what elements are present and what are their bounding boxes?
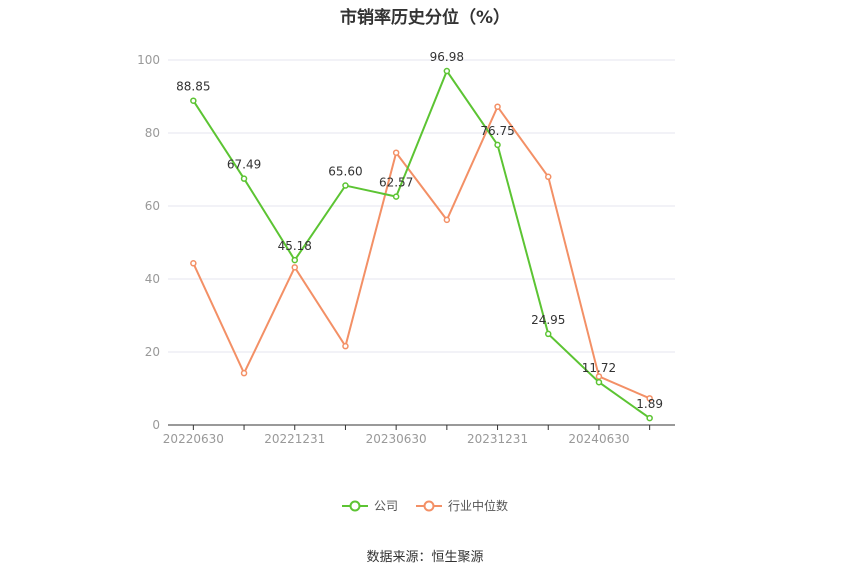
legend-marker-company-icon xyxy=(341,500,368,511)
data-source: 数据来源：恒生聚源 xyxy=(366,550,484,565)
company-point xyxy=(342,182,349,189)
company-point xyxy=(240,175,248,182)
company-point xyxy=(443,67,451,75)
industry-point xyxy=(342,342,349,350)
industry-point xyxy=(190,260,197,267)
company-point xyxy=(545,330,552,338)
legend-item-industry[interactable]: 行业中位数 xyxy=(416,497,508,514)
legend-item-company[interactable]: 公司 xyxy=(341,497,398,514)
legend: 公司 行业中位数 xyxy=(0,497,850,514)
data-label: 45.18 xyxy=(278,239,312,253)
x-tick-label: 20240630 xyxy=(568,432,629,446)
x-tick-label: 20231231 xyxy=(467,432,528,446)
y-tick-label: 20 xyxy=(145,345,160,359)
industry-point xyxy=(291,264,298,271)
data-label: 24.95 xyxy=(531,313,565,327)
y-tick-label: 40 xyxy=(145,272,160,286)
company-point xyxy=(595,378,603,386)
data-label: 67.49 xyxy=(227,158,261,172)
data-label: 88.85 xyxy=(176,80,210,94)
legend-label-industry: 行业中位数 xyxy=(448,499,509,513)
x-tick-label: 20220630 xyxy=(163,432,224,446)
data-label: 62.57 xyxy=(379,176,413,190)
x-tick-label: 20221231 xyxy=(264,432,325,446)
y-tick-label: 0 xyxy=(152,418,160,432)
y-tick-label: 100 xyxy=(137,53,160,67)
data-label: 11.72 xyxy=(582,361,616,375)
y-tick-label: 60 xyxy=(145,199,160,213)
company-point xyxy=(392,193,400,200)
industry-point xyxy=(646,395,653,402)
company-series-line xyxy=(192,68,651,419)
chart-title: 市销率历史分位（%） xyxy=(339,8,511,28)
industry-point xyxy=(545,173,552,181)
industry-series-line xyxy=(192,104,651,400)
industry-point xyxy=(494,103,501,110)
data-label: 65.60 xyxy=(328,165,362,179)
legend-label-company: 公司 xyxy=(373,499,398,513)
company-point xyxy=(190,97,197,104)
company-point xyxy=(291,256,298,264)
company-point xyxy=(494,141,501,149)
company-point xyxy=(646,414,653,422)
data-label: 96.98 xyxy=(430,50,464,64)
industry-point xyxy=(595,373,603,380)
industry-point xyxy=(392,149,400,156)
legend-marker-industry-icon xyxy=(416,500,442,511)
industry-point xyxy=(443,216,451,224)
data-label: 76.75 xyxy=(480,124,514,138)
industry-point xyxy=(240,369,248,377)
data-label: 1.89 xyxy=(636,397,663,411)
x-tick-label: 20230630 xyxy=(366,432,427,446)
y-tick-label: 80 xyxy=(145,126,160,140)
